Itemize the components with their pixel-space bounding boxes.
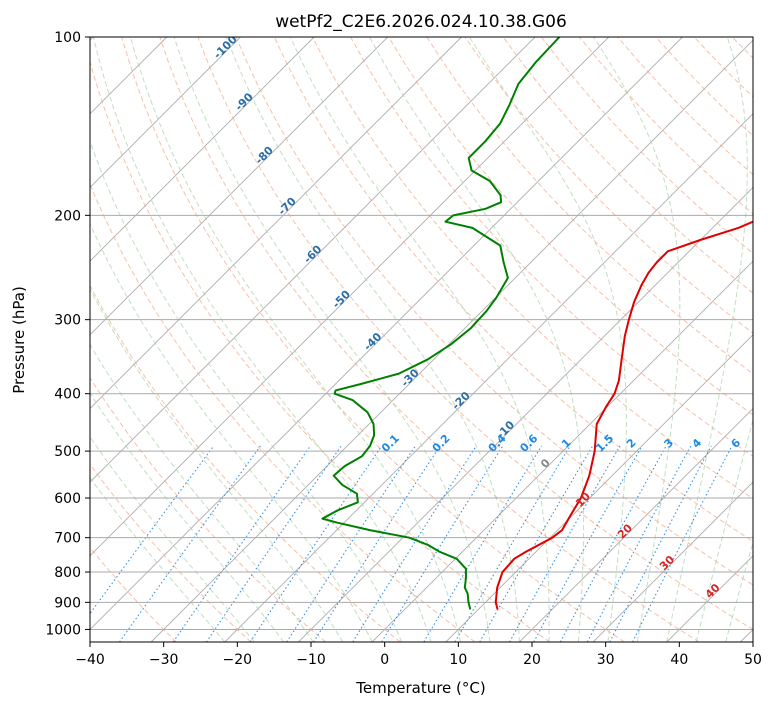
- moist-adiabat-line: [90, 288, 344, 642]
- dry-adiabat-line: [90, 284, 401, 642]
- moist-adiabat-line: [92, 37, 432, 642]
- x-tick-label: 30: [597, 652, 615, 668]
- mixing-ratio-line: [249, 445, 383, 642]
- moist-adiabat-line: [90, 343, 314, 642]
- series-temperature-line: [494, 220, 753, 610]
- y-tick-label: 400: [54, 387, 81, 403]
- mixing-ratio-line: [533, 445, 643, 642]
- isotherm-line: [90, 37, 389, 336]
- isotherm-line: [90, 37, 462, 410]
- y-tick-label: 500: [54, 444, 81, 460]
- x-tick-label: 50: [744, 652, 762, 668]
- isotherm-line: [90, 37, 536, 483]
- moist-adiabat-line: [226, 37, 520, 642]
- moist-adiabat-line: [90, 392, 285, 642]
- x-axis: −40 −30 −20 −10 0 10 20 30 40 50: [75, 642, 762, 668]
- isotherm-line: [224, 113, 753, 642]
- dry-adiabat-line: [90, 463, 252, 642]
- y-tick-label: 800: [54, 565, 81, 581]
- y-tick-label: 700: [54, 531, 81, 547]
- mixing-ratio-line: [381, 445, 504, 642]
- profile-series: [321, 37, 753, 610]
- moist-adiabat-line: [468, 37, 627, 642]
- isotherm-line: [90, 37, 241, 189]
- isotherm-line: [592, 481, 753, 642]
- dry-adiabat-line: [235, 37, 753, 586]
- series-dewpoint-line: [321, 37, 561, 610]
- dry-adiabat-line: [197, 37, 753, 631]
- plot-frame: [89, 36, 754, 643]
- y-axis-title: Pressure (hPa): [10, 286, 28, 394]
- mixing-ratio-line: [286, 445, 416, 642]
- x-axis-title: Temperature (°C): [355, 679, 485, 697]
- x-tick-label: 0: [380, 652, 389, 668]
- chart-title: wetPf2_C2E6.2026.024.10.38.G06: [275, 12, 567, 32]
- mixing-ratio-line: [609, 445, 712, 642]
- isotherm-line: [90, 37, 683, 631]
- x-tick-label: 10: [449, 652, 467, 668]
- moist-adiabat-line: [369, 37, 585, 642]
- y-tick-label: 200: [54, 208, 81, 224]
- moist-adiabat-line: [90, 436, 255, 642]
- dry-adiabat-line: [90, 60, 551, 642]
- x-tick-label: −30: [149, 652, 179, 668]
- moist-adiabat-line: [593, 37, 681, 642]
- mixing-ratio-line: [119, 445, 261, 642]
- background-reference-lines: [90, 37, 753, 642]
- mixing-ratio-line: [205, 445, 342, 642]
- dry-adiabat-line: [90, 546, 177, 642]
- isotherm-line: [519, 407, 753, 642]
- dry-adiabat-line: [426, 37, 753, 375]
- isotherm-line: [90, 37, 610, 557]
- y-tick-label: 600: [54, 491, 81, 507]
- mixing-ratio-line: [423, 445, 543, 642]
- mixing-ratio-line: [172, 445, 311, 642]
- y-axis: 100 200 300 400 500 600 700 800 900 1000: [45, 30, 90, 638]
- x-tick-label: −40: [75, 652, 105, 668]
- x-tick-label: −20: [223, 652, 253, 668]
- dry-adiabat-line: [502, 37, 753, 294]
- moist-adiabat-line: [666, 37, 748, 642]
- mixing-ratio-line: [313, 445, 441, 642]
- dry-adiabat-line: [121, 37, 625, 642]
- pressure-gridlines: [90, 37, 753, 630]
- x-tick-label: 20: [523, 652, 541, 668]
- mixing-ratio-line: [632, 445, 733, 642]
- y-tick-label: 300: [54, 313, 81, 329]
- mixing-ratio-line: [509, 445, 621, 642]
- moist-adiabat-line: [173, 37, 491, 642]
- mixing-ratio-line: [352, 445, 477, 642]
- moist-adiabat-line: [289, 37, 550, 642]
- isotherm-line: [150, 39, 753, 642]
- moist-adiabat-line: [129, 37, 461, 642]
- y-tick-label: 100: [54, 30, 81, 46]
- moist-adiabat-line: [90, 476, 226, 642]
- x-tick-label: 40: [670, 652, 688, 668]
- dry-adiabat-line: [159, 37, 700, 642]
- dry-adiabat-line: [90, 376, 326, 642]
- isotherm-line: [90, 37, 315, 262]
- mixing-ratio-line: [454, 445, 571, 642]
- moist-adiabat-line: [90, 222, 373, 642]
- isotherm-line: [371, 260, 753, 642]
- moist-adiabat-line: [725, 540, 753, 642]
- dry-adiabat-line: [388, 37, 753, 416]
- moist-adiabat-line: [695, 418, 753, 642]
- dry-adiabat-line: [311, 37, 753, 500]
- x-tick-label: −10: [296, 652, 326, 668]
- dry-adiabat-line: [90, 182, 476, 642]
- y-tick-label: 1000: [45, 622, 81, 638]
- y-tick-label: 900: [54, 595, 81, 611]
